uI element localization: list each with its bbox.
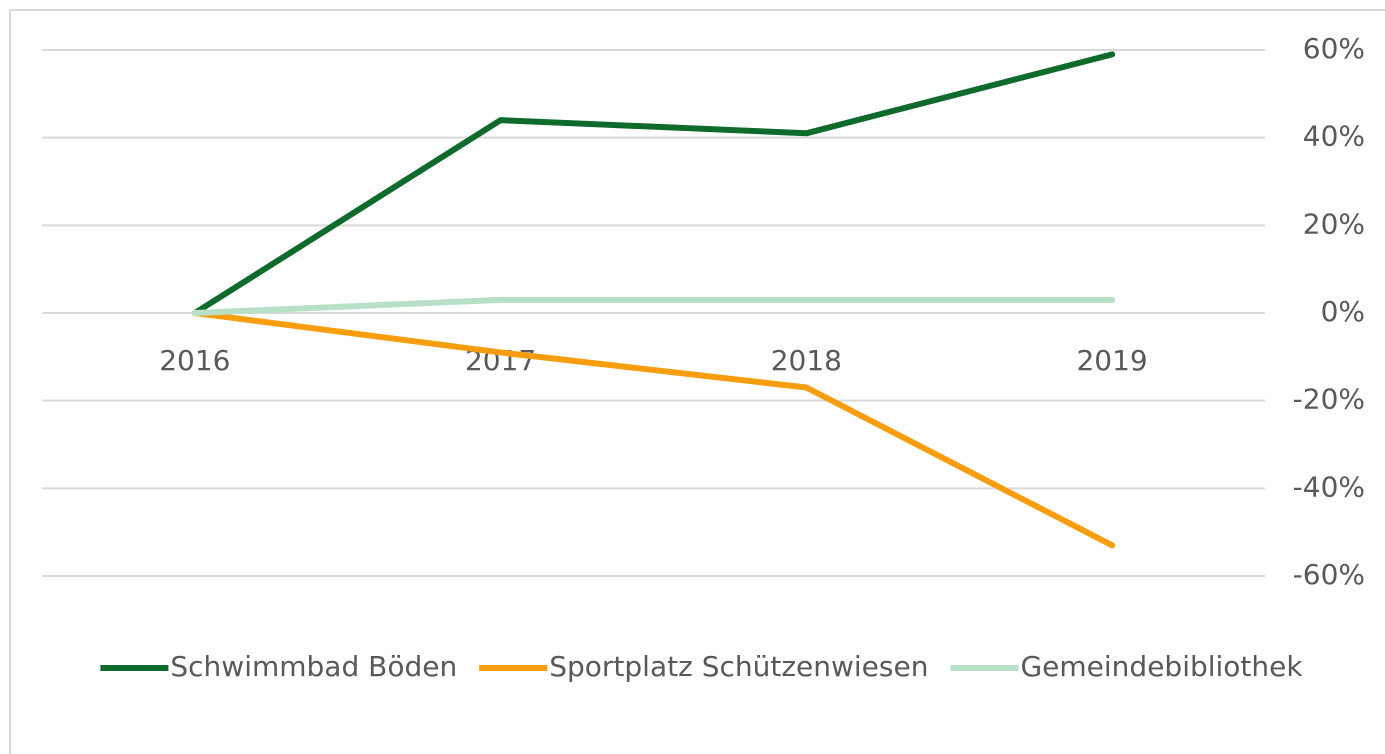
y-tick-label: 20% — [1303, 207, 1365, 240]
x-tick-label: 2018 — [771, 344, 842, 377]
y-tick-label: -60% — [1293, 558, 1365, 591]
y-tick-label: 60% — [1303, 32, 1365, 65]
y-tick-label: -40% — [1293, 470, 1365, 503]
y-tick-label: 0% — [1321, 295, 1365, 328]
legend-label: Sportplatz Schützenwiesen — [549, 650, 928, 683]
y-tick-label: 40% — [1303, 120, 1365, 153]
legend-label: Gemeindebibliothek — [1020, 650, 1303, 683]
y-tick-label: -20% — [1293, 383, 1365, 416]
x-tick-label: 2016 — [159, 344, 230, 377]
series-line — [191, 310, 1116, 549]
chart-frame — [9, 9, 1385, 754]
series-line — [191, 51, 1116, 316]
series-line — [191, 296, 1116, 316]
legend-label: Schwimmbad Böden — [170, 650, 457, 683]
x-tick-label: 2019 — [1076, 344, 1147, 377]
